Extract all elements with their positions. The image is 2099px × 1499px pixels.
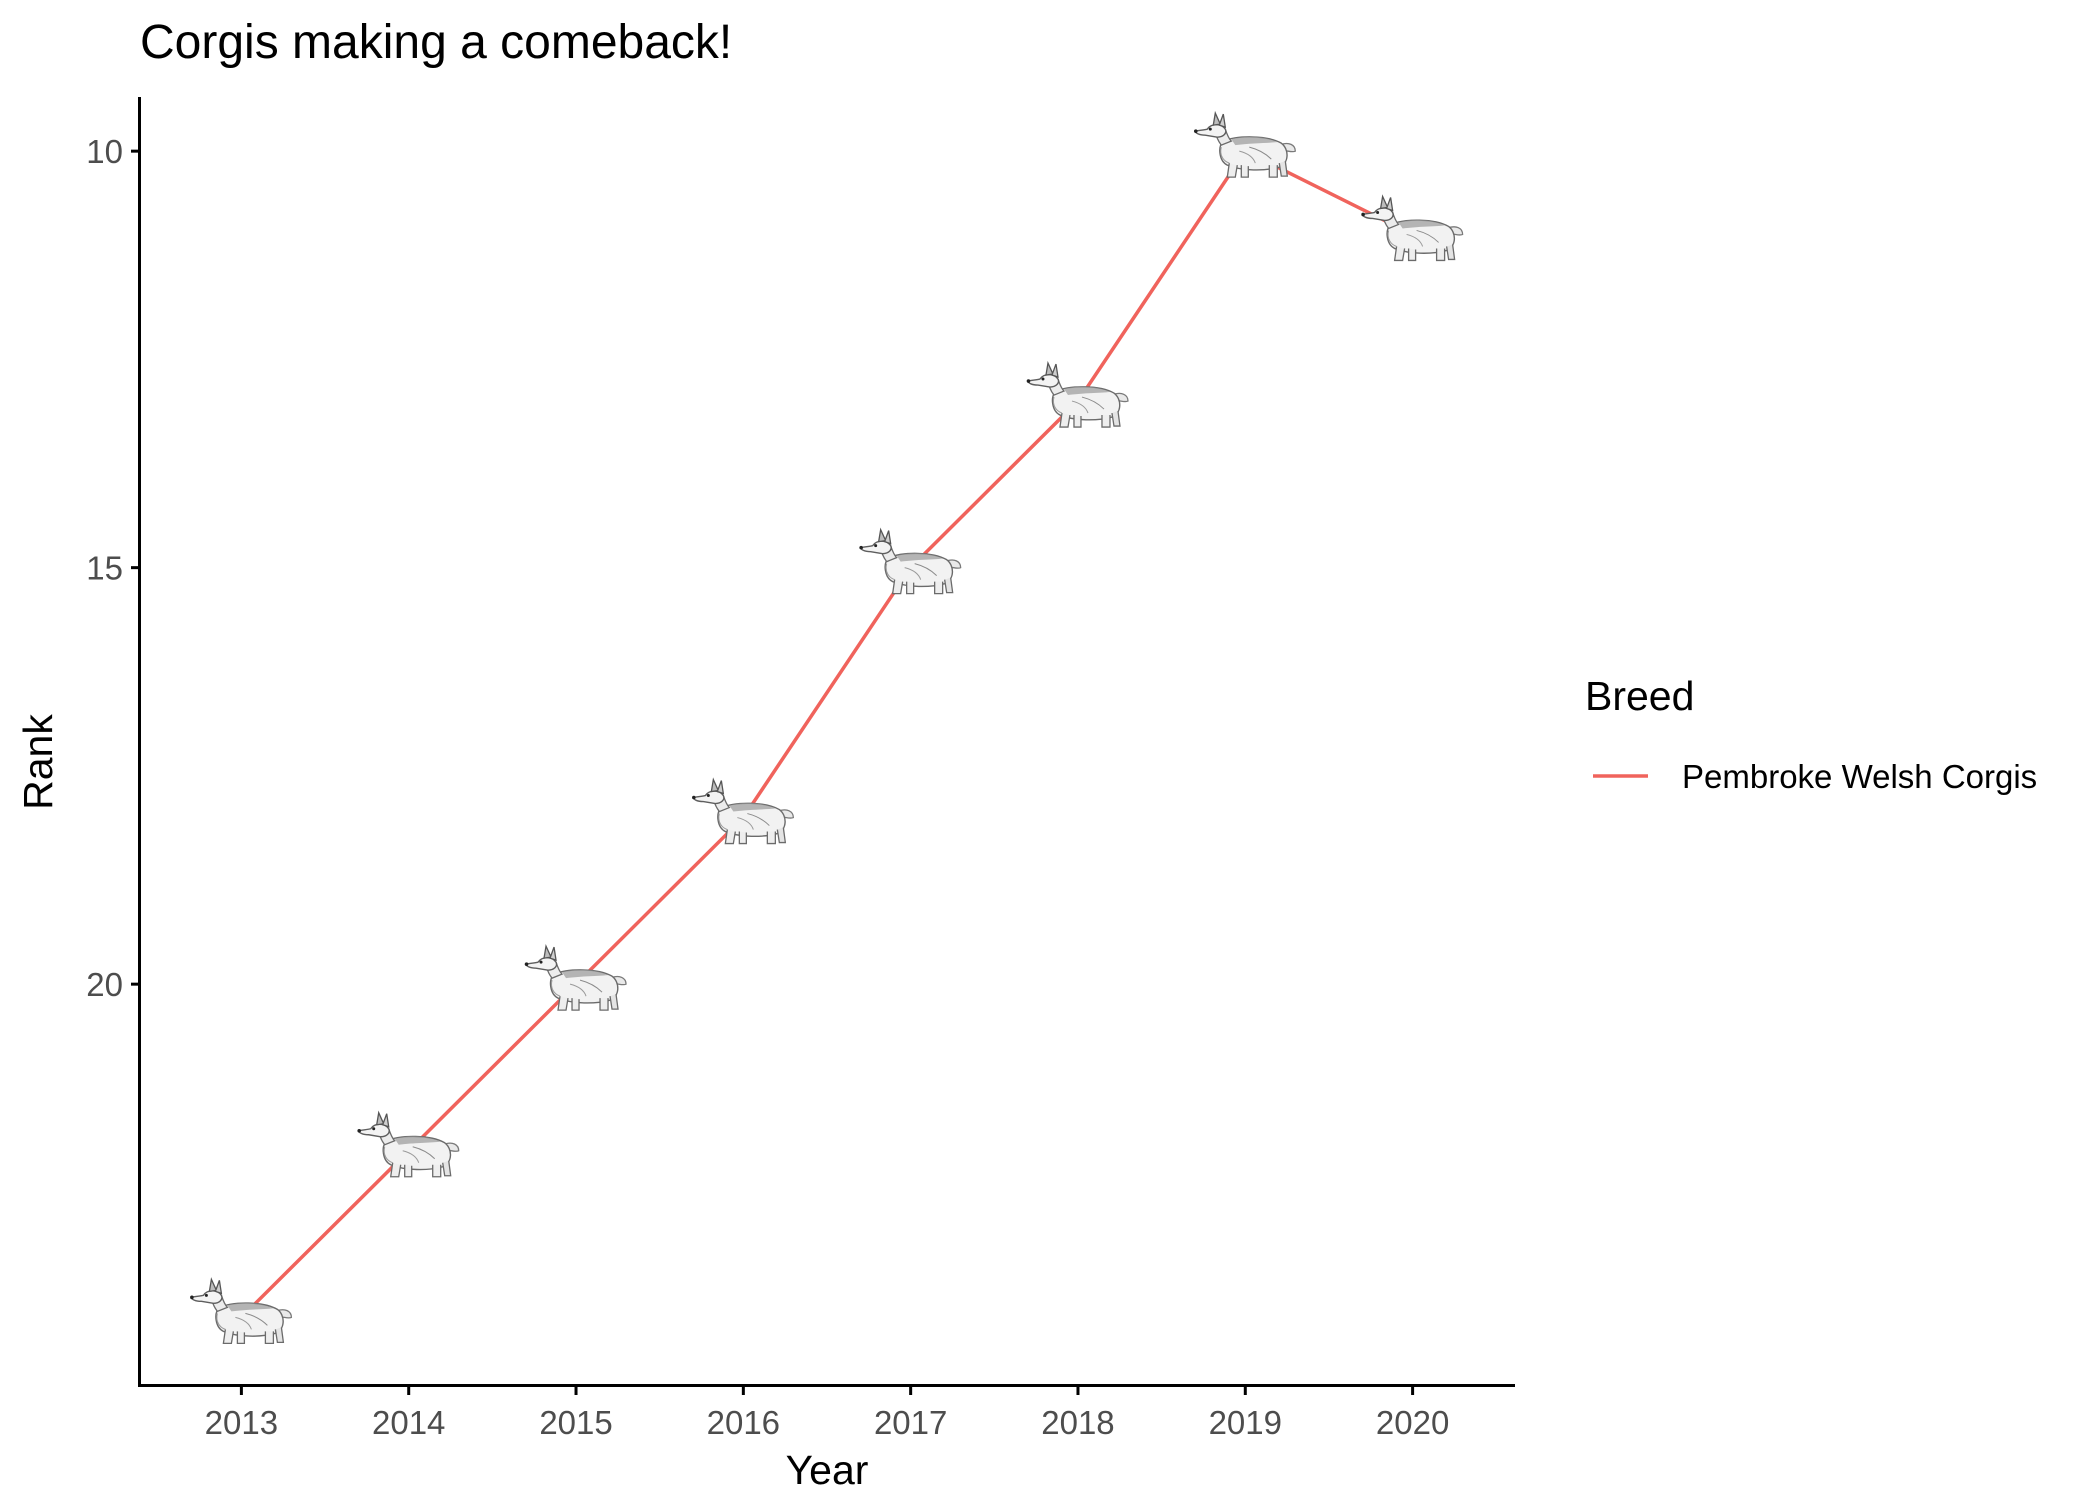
- legend-label: Pembroke Welsh Corgis: [1682, 758, 2037, 795]
- corgi-icon: [189, 1278, 293, 1345]
- y-tick-label: 15: [86, 550, 123, 587]
- legend-title: Breed: [1585, 673, 1694, 719]
- y-axis-title: Rank: [15, 714, 61, 810]
- corgi-icon: [691, 778, 795, 845]
- marker-layer: [189, 112, 1464, 1345]
- x-tick-label: 2015: [539, 1404, 612, 1441]
- x-tick-label: 2018: [1041, 1404, 1114, 1441]
- x-axis-title: Year: [786, 1447, 869, 1493]
- series-layer: [240, 149, 1414, 1319]
- x-tick-label: 2016: [707, 1404, 780, 1441]
- y-tick-label: 10: [86, 133, 123, 170]
- corgi-icon: [1193, 112, 1296, 178]
- corgi-icon: [356, 1112, 460, 1178]
- x-tick-label: 2013: [205, 1404, 278, 1441]
- x-tick-label: 2014: [372, 1404, 445, 1441]
- corgi-icon: [1025, 362, 1129, 428]
- series-line: [240, 149, 1414, 1319]
- chart-title: Corgis making a comeback!: [140, 16, 732, 69]
- corgi-icon: [1360, 195, 1464, 262]
- corgi-icon: [524, 945, 627, 1011]
- y-axis-ticks: 10 15 20: [86, 133, 139, 1003]
- x-tick-label: 2017: [874, 1404, 947, 1441]
- y-tick-label: 20: [86, 966, 123, 1003]
- x-tick-label: 2019: [1209, 1404, 1282, 1441]
- legend: Breed Pembroke Welsh Corgis: [1585, 673, 2037, 795]
- corgi-icon: [858, 528, 962, 595]
- x-tick-label: 2020: [1376, 1404, 1449, 1441]
- x-axis-ticks: 2013 2014 2015 2016 2017 2018 2019 2020: [205, 1387, 1449, 1441]
